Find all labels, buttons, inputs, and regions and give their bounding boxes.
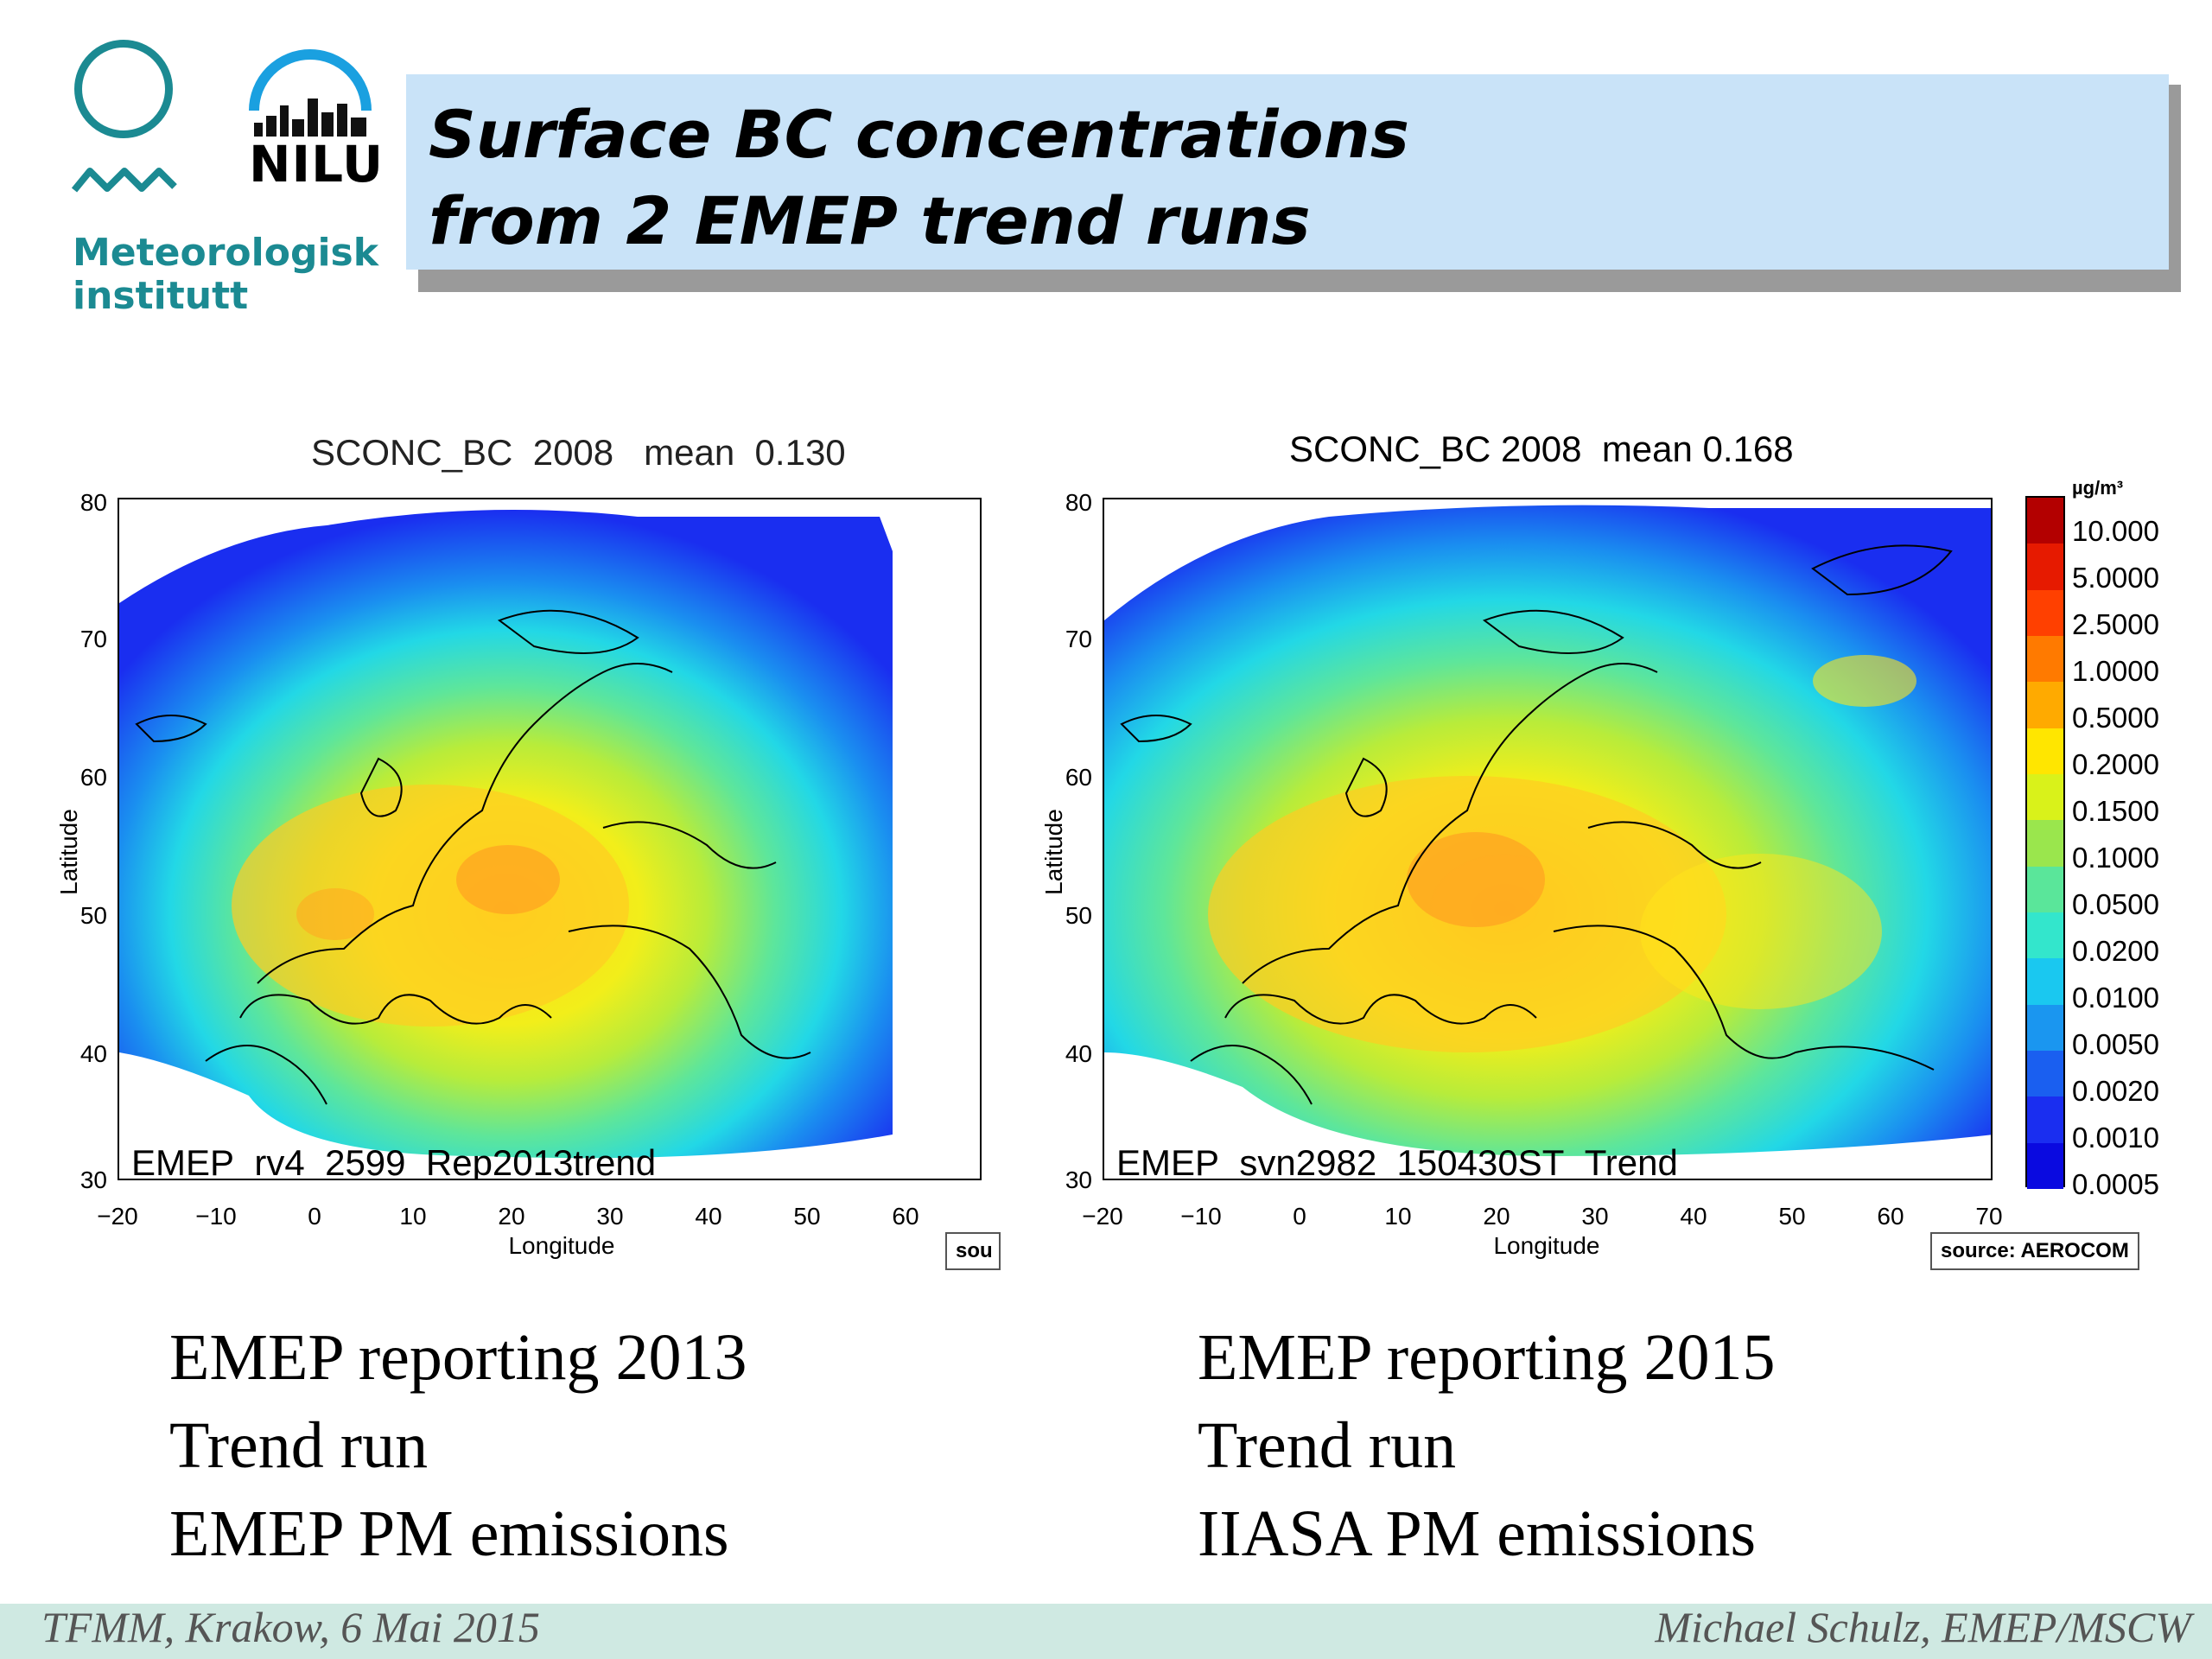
colorbar-segment <box>2027 1050 2063 1097</box>
caption-line: EMEP PM emissions <box>169 1497 729 1570</box>
nilu-logo-text: NILU <box>249 135 385 194</box>
caption-right: EMEP reporting 2015 Trend run IIASA PM e… <box>1198 1313 1775 1578</box>
y-tick: 60 <box>1065 764 1092 791</box>
source-box: sou <box>945 1232 1001 1270</box>
met-institute-name-line2: institutt <box>73 274 249 318</box>
colorbar-level-label: 0.0200 <box>2072 935 2159 967</box>
y-tick: 40 <box>1065 1040 1092 1067</box>
colorbar-segment <box>2027 635 2063 683</box>
met-institute-logo-ring <box>74 40 173 138</box>
colorbar-level-label: 5.0000 <box>2072 562 2159 594</box>
colorbar-segment <box>2027 682 2063 728</box>
y-tick: 40 <box>79 1040 107 1067</box>
colorbar-segment <box>2027 912 2063 959</box>
met-institute-wave-icon <box>71 168 177 193</box>
y-tick: 30 <box>79 1166 107 1193</box>
colorbar-segment <box>2027 773 2063 821</box>
map-panel-2013: SCONC_BC 2008 mean 0.130 <box>35 432 1046 1287</box>
caption-line: EMEP reporting 2013 <box>169 1321 747 1394</box>
slide-title-line1: Surface BC concentrations <box>429 96 1409 173</box>
x-tick: 30 <box>1581 1203 1609 1230</box>
x-tick: 60 <box>1877 1203 1904 1230</box>
colorbar-segment <box>2027 866 2063 912</box>
x-tick: −10 <box>195 1203 237 1230</box>
y-tick: 70 <box>1065 626 1092 652</box>
y-tick: 80 <box>79 489 107 516</box>
colorbar-level-label: 10.000 <box>2072 515 2159 547</box>
colorbar-segment <box>2027 589 2063 636</box>
y-tick: 70 <box>79 626 107 652</box>
colorbar-level-label: 0.0010 <box>2072 1122 2159 1154</box>
y-tick: 50 <box>1065 902 1092 929</box>
colorbar-segment <box>2027 728 2063 774</box>
colorbar-level-label: 0.0500 <box>2072 888 2159 920</box>
colorbar-segment <box>2027 958 2063 1005</box>
caption-line: IIASA PM emissions <box>1198 1497 1757 1570</box>
x-tick: 60 <box>892 1203 919 1230</box>
colorbar-level-label: 0.0100 <box>2072 982 2159 1014</box>
x-tick: 40 <box>695 1203 722 1230</box>
x-tick: 30 <box>596 1203 624 1230</box>
caption-line: Trend run <box>169 1409 429 1482</box>
x-tick: −20 <box>1082 1203 1123 1230</box>
map-title: SCONC_BC 2008 mean 0.168 <box>1289 429 1794 469</box>
x-tick: 10 <box>1384 1203 1412 1230</box>
map-panel-2015: SCONC_BC 2008 mean 0.168 <box>1020 429 2031 1287</box>
x-tick: 50 <box>793 1203 821 1230</box>
concentration-map-2015: EMEP_svn2982_150430ST_Trend <box>1103 498 1993 1180</box>
slide-title-line2: from 2 EMEP trend runs <box>429 182 1311 259</box>
colorbar-segment <box>2027 1004 2063 1051</box>
y-tick: 50 <box>79 902 107 929</box>
y-axis-label: Latitude <box>55 809 82 895</box>
colorbar-level-label: 0.0020 <box>2072 1075 2159 1107</box>
colorbar-level-label: 1.0000 <box>2072 655 2159 687</box>
colorbar-unit: µg/m³ <box>2072 477 2124 499</box>
x-tick: 40 <box>1680 1203 1707 1230</box>
x-tick: 10 <box>399 1203 427 1230</box>
nilu-logo-icon <box>249 49 372 137</box>
colorbar-segment <box>2027 1096 2063 1143</box>
colorbar-segment <box>2027 1142 2063 1189</box>
footer-bar <box>0 1604 2212 1659</box>
concentration-map-2013: EMEP_rv4_2599_Rep2013trend <box>118 498 982 1180</box>
colorbar-segment <box>2027 820 2063 867</box>
y-tick: 80 <box>1065 489 1092 516</box>
colorbar-level-label: 0.1500 <box>2072 795 2159 827</box>
colorbar-level-label: 0.1000 <box>2072 842 2159 874</box>
colorbar-level-label: 0.2000 <box>2072 748 2159 780</box>
x-tick: 70 <box>1975 1203 2003 1230</box>
y-tick: 30 <box>1065 1166 1092 1193</box>
y-axis-label: Latitude <box>1040 809 1067 895</box>
caption-line: Trend run <box>1198 1409 1457 1482</box>
colorbar-segment <box>2027 498 2063 544</box>
title-banner: Surface BC concentrations from 2 EMEP tr… <box>406 74 2169 270</box>
footer-event: TFMM, Krakow, 6 Mai 2015 <box>41 1603 540 1651</box>
x-axis-label: Longitude <box>508 1232 615 1259</box>
x-tick: 0 <box>308 1203 321 1230</box>
caption-line: EMEP reporting 2015 <box>1198 1321 1776 1394</box>
caption-left: EMEP reporting 2013 Trend run EMEP PM em… <box>169 1313 747 1578</box>
x-tick: 20 <box>1483 1203 1510 1230</box>
colorbar-level-label: 2.5000 <box>2072 608 2159 640</box>
x-tick: −10 <box>1180 1203 1222 1230</box>
x-tick: 50 <box>1778 1203 1806 1230</box>
footer-author: Michael Schulz, EMEP/MSCW <box>1655 1603 2191 1651</box>
x-tick: 20 <box>498 1203 525 1230</box>
colorbar-level-label: 0.0050 <box>2072 1028 2159 1060</box>
colorbar-segment <box>2027 543 2063 590</box>
map-run-label: EMEP_rv4_2599_Rep2013trend <box>131 1142 656 1180</box>
y-tick: 60 <box>79 764 107 791</box>
colorbar-level-label: 0.5000 <box>2072 702 2159 734</box>
x-tick: 0 <box>1293 1203 1306 1230</box>
map-title: SCONC_BC 2008 mean 0.130 <box>311 432 846 473</box>
x-axis-label: Longitude <box>1493 1232 1600 1259</box>
met-institute-name-line1: Meteorologisk <box>73 231 378 275</box>
colorbar <box>2025 496 2065 1189</box>
colorbar-level-label: 0.0005 <box>2072 1168 2159 1200</box>
x-tick: −20 <box>97 1203 138 1230</box>
map-run-label: EMEP_svn2982_150430ST_Trend <box>1116 1142 1678 1180</box>
source-box: source: AEROCOM <box>1930 1232 2139 1270</box>
